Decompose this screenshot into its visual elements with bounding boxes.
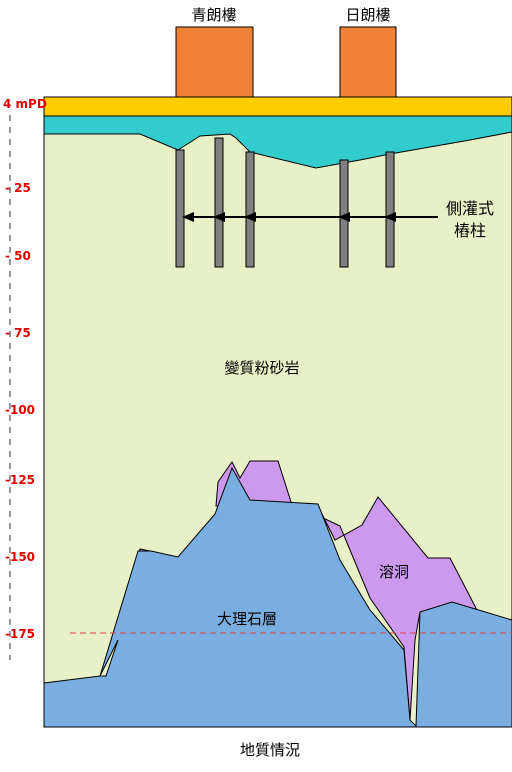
building-ching-long-house [175, 26, 254, 98]
piles-label-line2: 樁柱 [454, 221, 486, 240]
scale-tick: -125 [5, 473, 35, 487]
scale-tick: -100 [5, 403, 35, 417]
fill-layer [43, 115, 512, 169]
piles-label: 側灌式 [446, 199, 494, 218]
scale-tick: - 50 [5, 249, 31, 263]
depth-scale: 4 mPD - 25 - 50 - 75 -100 -125 -150 -175 [3, 97, 47, 641]
marble-layer [43, 466, 512, 728]
siltstone-label: 變質粉砂岩 [224, 359, 299, 377]
cavity-region [215, 460, 479, 721]
scale-tick: 4 mPD [3, 97, 47, 111]
building-label-ching-long: 青朗樓 [191, 6, 236, 24]
pile [175, 149, 185, 268]
podium-slab [43, 96, 512, 117]
scale-tick: -175 [5, 627, 35, 641]
scale-tick: -150 [5, 550, 35, 564]
diagram-caption: 地質情況 [240, 741, 300, 759]
piles-group [175, 137, 395, 268]
pile [385, 151, 395, 268]
pile-arrow [182, 212, 438, 222]
cavity-label: 溶洞 [379, 563, 409, 581]
scale-tick: - 75 [5, 326, 31, 340]
marble-label: 大理石層 [217, 610, 277, 628]
scale-tick: - 25 [5, 181, 31, 195]
pile [214, 137, 224, 268]
pile [245, 151, 255, 268]
building-yat-long-house [339, 26, 397, 98]
building-label-yat-long: 日朗樓 [345, 6, 390, 24]
marble-sliver [99, 639, 119, 677]
